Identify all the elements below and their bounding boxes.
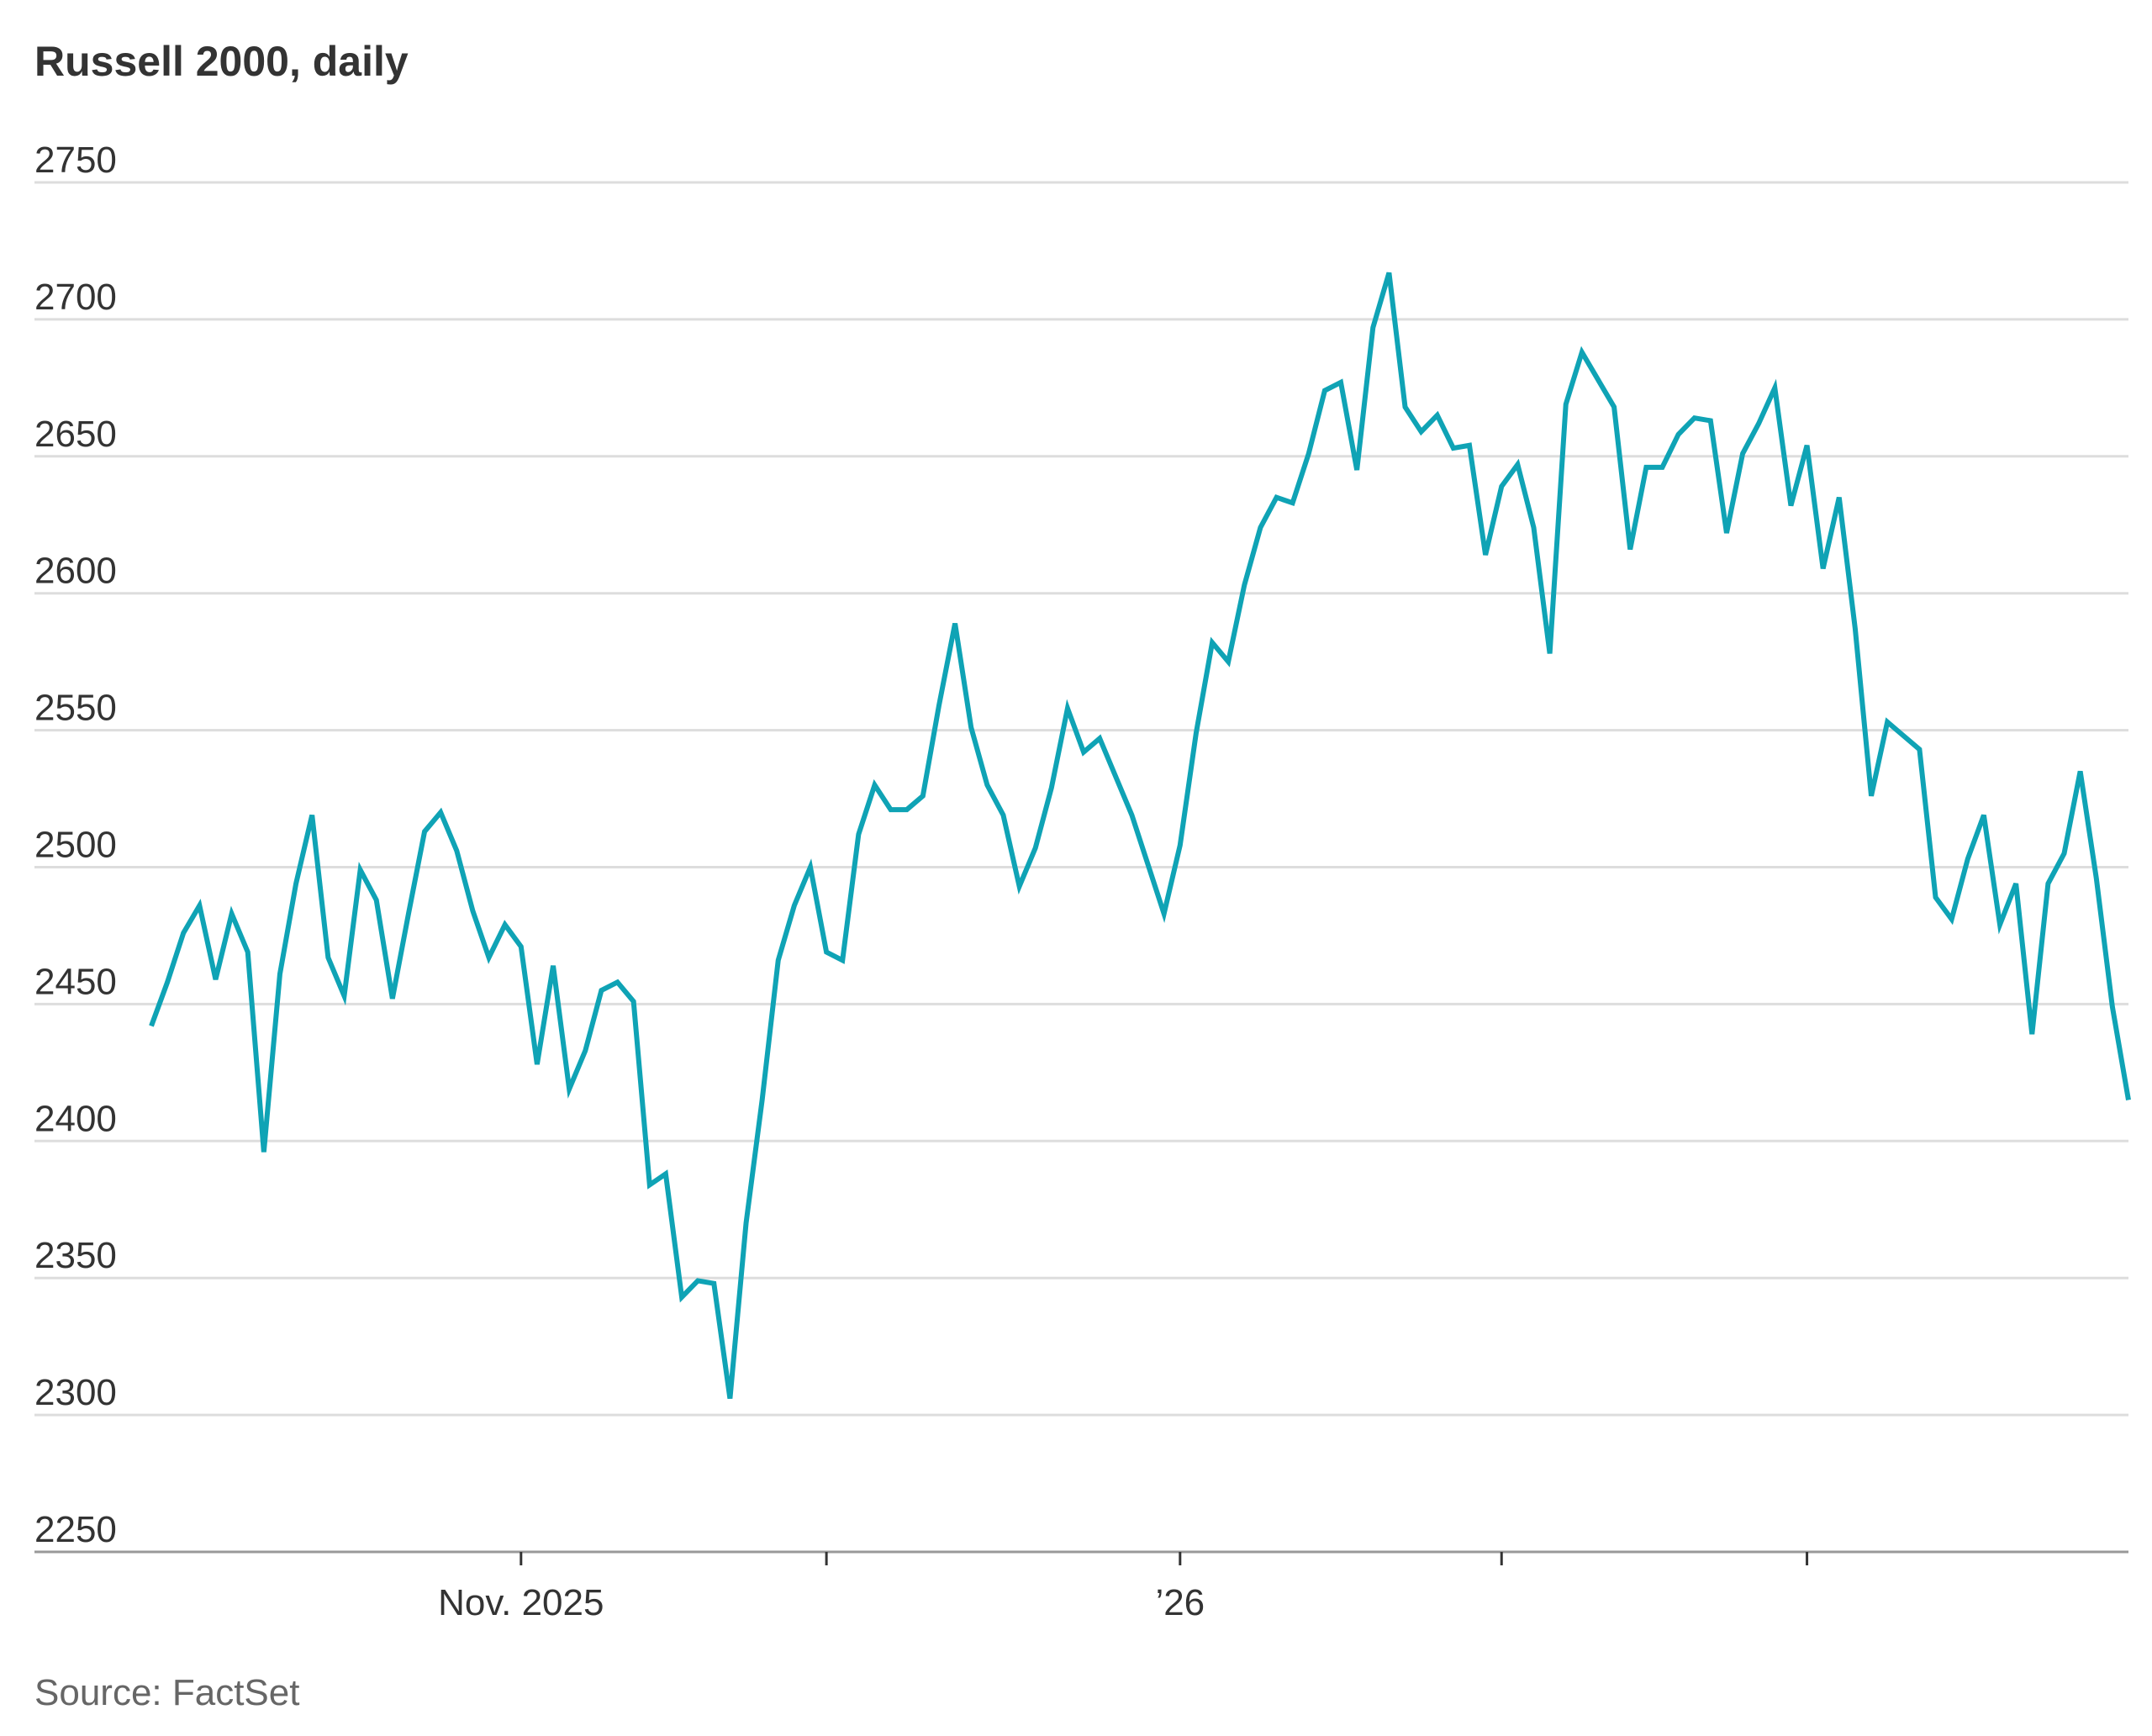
y-tick-label: 2300 — [34, 1372, 117, 1413]
x-tick-label: Nov. 2025 — [438, 1582, 604, 1623]
y-tick-label: 2750 — [34, 140, 117, 181]
y-tick-label: 2650 — [34, 414, 117, 455]
y-tick-label: 2350 — [34, 1235, 117, 1276]
y-tick-label: 2450 — [34, 961, 117, 1002]
y-tick-label: 2400 — [34, 1098, 117, 1139]
line-series — [149, 272, 2131, 1399]
y-tick-label: 2500 — [34, 825, 117, 866]
chart-title: Russell 2000, daily — [34, 38, 409, 85]
source: Source: FactSet — [34, 1672, 299, 1713]
y-tick-label: 2550 — [34, 688, 117, 729]
y-tick-label: 2600 — [34, 551, 117, 592]
x-tick-label: ’26 — [1155, 1582, 1205, 1623]
y-tick-label: 2700 — [34, 277, 117, 318]
y-tick-label: 2250 — [34, 1509, 117, 1550]
